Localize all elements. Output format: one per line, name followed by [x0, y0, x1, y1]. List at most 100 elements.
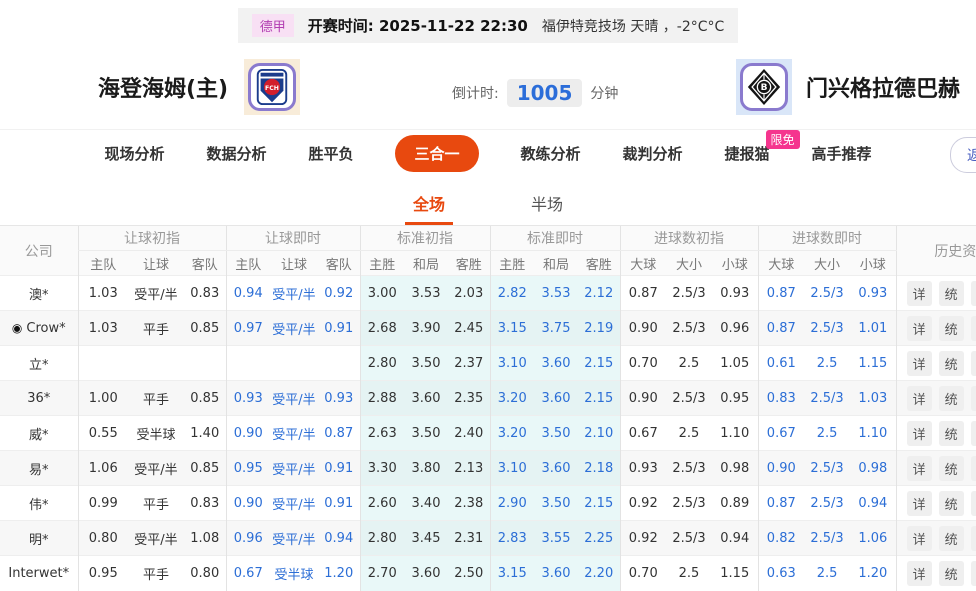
- home-button[interactable]: 主: [970, 420, 976, 446]
- goals-live-over[interactable]: 0.87: [757, 275, 805, 311]
- goals-live-total[interactable]: 2.5: [804, 415, 851, 451]
- standard-live-draw[interactable]: 3.53: [534, 275, 578, 311]
- standard-live-draw[interactable]: 3.50: [534, 485, 578, 521]
- nav-tab-6[interactable]: 裁判分析: [623, 143, 683, 164]
- handicap-live-home[interactable]: 0.97: [225, 310, 270, 346]
- sub-tab-2[interactable]: 半场: [531, 195, 564, 214]
- handicap-live-away[interactable]: 0.91: [318, 450, 360, 486]
- detail-button[interactable]: 详: [906, 420, 932, 446]
- standard-live-draw[interactable]: 3.60: [534, 345, 578, 381]
- stats-button[interactable]: 统: [938, 455, 964, 481]
- standard-live-away-win[interactable]: 2.15: [578, 345, 620, 381]
- goals-live-under[interactable]: 1.03: [850, 380, 897, 416]
- home-button[interactable]: 主: [970, 315, 976, 341]
- handicap-live-home[interactable]: 0.95: [225, 450, 270, 486]
- stats-button[interactable]: 统: [938, 350, 964, 376]
- handicap-live-away[interactable]: 0.91: [318, 310, 360, 346]
- home-button[interactable]: 主: [970, 385, 976, 411]
- standard-live-away-win[interactable]: 2.15: [578, 485, 620, 521]
- detail-button[interactable]: 详: [906, 525, 932, 551]
- stats-button[interactable]: 统: [938, 315, 964, 341]
- goals-live-total[interactable]: 2.5/3: [804, 485, 851, 521]
- home-button[interactable]: 主: [970, 560, 976, 586]
- nav-tab-3[interactable]: 胜平负: [308, 143, 353, 164]
- handicap-live-line[interactable]: [270, 345, 318, 381]
- standard-live-home-win[interactable]: 2.82: [489, 275, 534, 311]
- detail-button[interactable]: 详: [906, 455, 932, 481]
- goals-live-over[interactable]: 0.63: [757, 555, 805, 591]
- handicap-live-line[interactable]: 受平/半: [270, 450, 318, 486]
- standard-live-draw[interactable]: 3.50: [534, 415, 578, 451]
- standard-live-away-win[interactable]: 2.12: [578, 275, 620, 311]
- handicap-live-line[interactable]: 受平/半: [270, 275, 318, 311]
- home-button[interactable]: 主: [970, 490, 976, 516]
- handicap-live-away[interactable]: 0.87: [318, 415, 360, 451]
- standard-live-home-win[interactable]: 2.83: [489, 520, 534, 556]
- handicap-live-line[interactable]: 受半球: [270, 555, 318, 591]
- standard-live-away-win[interactable]: 2.19: [578, 310, 620, 346]
- goals-live-over[interactable]: 0.82: [757, 520, 805, 556]
- stats-button[interactable]: 统: [938, 560, 964, 586]
- standard-live-draw[interactable]: 3.60: [534, 380, 578, 416]
- detail-button[interactable]: 详: [906, 280, 932, 306]
- standard-live-away-win[interactable]: 2.25: [578, 520, 620, 556]
- standard-live-home-win[interactable]: 3.15: [489, 555, 534, 591]
- sub-tab-1[interactable]: 全场: [404, 181, 453, 225]
- goals-live-total[interactable]: 2.5: [804, 555, 851, 591]
- nav-tab-4[interactable]: 三合一: [395, 135, 479, 172]
- nav-tab-7[interactable]: 捷报猫 限免: [725, 130, 800, 164]
- detail-button[interactable]: 详: [906, 315, 932, 341]
- standard-live-home-win[interactable]: 3.20: [489, 415, 534, 451]
- handicap-live-away[interactable]: 0.93: [318, 380, 360, 416]
- standard-live-home-win[interactable]: 3.10: [489, 450, 534, 486]
- home-button[interactable]: 主: [970, 280, 976, 306]
- handicap-live-line[interactable]: 受平/半: [270, 415, 318, 451]
- goals-live-total[interactable]: 2.5/3: [804, 310, 851, 346]
- handicap-live-away[interactable]: 0.94: [318, 520, 360, 556]
- handicap-live-home[interactable]: 0.94: [225, 275, 270, 311]
- handicap-live-home[interactable]: 0.90: [225, 415, 270, 451]
- standard-live-home-win[interactable]: 3.15: [489, 310, 534, 346]
- goals-live-over[interactable]: 0.67: [757, 415, 805, 451]
- handicap-live-away[interactable]: 0.91: [318, 485, 360, 521]
- standard-live-away-win[interactable]: 2.20: [578, 555, 620, 591]
- goals-live-under[interactable]: 0.98: [850, 450, 897, 486]
- standard-live-draw[interactable]: 3.75: [534, 310, 578, 346]
- goals-live-over[interactable]: 0.87: [757, 485, 805, 521]
- goals-live-over[interactable]: 0.87: [757, 310, 805, 346]
- handicap-live-away[interactable]: 1.20: [318, 555, 360, 591]
- goals-live-under[interactable]: 1.01: [850, 310, 897, 346]
- standard-live-draw[interactable]: 3.60: [534, 450, 578, 486]
- nav-tab-2[interactable]: 数据分析: [206, 143, 266, 164]
- handicap-live-line[interactable]: 受平/半: [270, 520, 318, 556]
- stats-button[interactable]: 统: [938, 525, 964, 551]
- stats-button[interactable]: 统: [938, 280, 964, 306]
- goals-live-over[interactable]: 0.61: [757, 345, 805, 381]
- goals-live-total[interactable]: 2.5: [804, 345, 851, 381]
- standard-live-draw[interactable]: 3.55: [534, 520, 578, 556]
- nav-tab-1[interactable]: 现场分析: [104, 143, 164, 164]
- standard-live-draw[interactable]: 3.60: [534, 555, 578, 591]
- standard-live-home-win[interactable]: 3.10: [489, 345, 534, 381]
- standard-live-away-win[interactable]: 2.18: [578, 450, 620, 486]
- handicap-live-home[interactable]: 0.96: [225, 520, 270, 556]
- goals-live-over[interactable]: 0.90: [757, 450, 805, 486]
- detail-button[interactable]: 详: [906, 385, 932, 411]
- goals-live-under[interactable]: 0.94: [850, 485, 897, 521]
- stats-button[interactable]: 统: [938, 420, 964, 446]
- goals-live-total[interactable]: 2.5/3: [804, 380, 851, 416]
- goals-live-under[interactable]: 1.06: [850, 520, 897, 556]
- handicap-live-home[interactable]: 0.90: [225, 485, 270, 521]
- home-button[interactable]: 主: [970, 525, 976, 551]
- goals-live-under[interactable]: 1.15: [850, 345, 897, 381]
- home-button[interactable]: 主: [970, 455, 976, 481]
- home-button[interactable]: 主: [970, 350, 976, 376]
- detail-button[interactable]: 详: [906, 560, 932, 586]
- handicap-live-line[interactable]: 受平/半: [270, 380, 318, 416]
- detail-button[interactable]: 详: [906, 490, 932, 516]
- detail-button[interactable]: 详: [906, 350, 932, 376]
- stats-button[interactable]: 统: [938, 385, 964, 411]
- goals-live-under[interactable]: 1.10: [850, 415, 897, 451]
- goals-live-under[interactable]: 1.20: [850, 555, 897, 591]
- standard-live-away-win[interactable]: 2.15: [578, 380, 620, 416]
